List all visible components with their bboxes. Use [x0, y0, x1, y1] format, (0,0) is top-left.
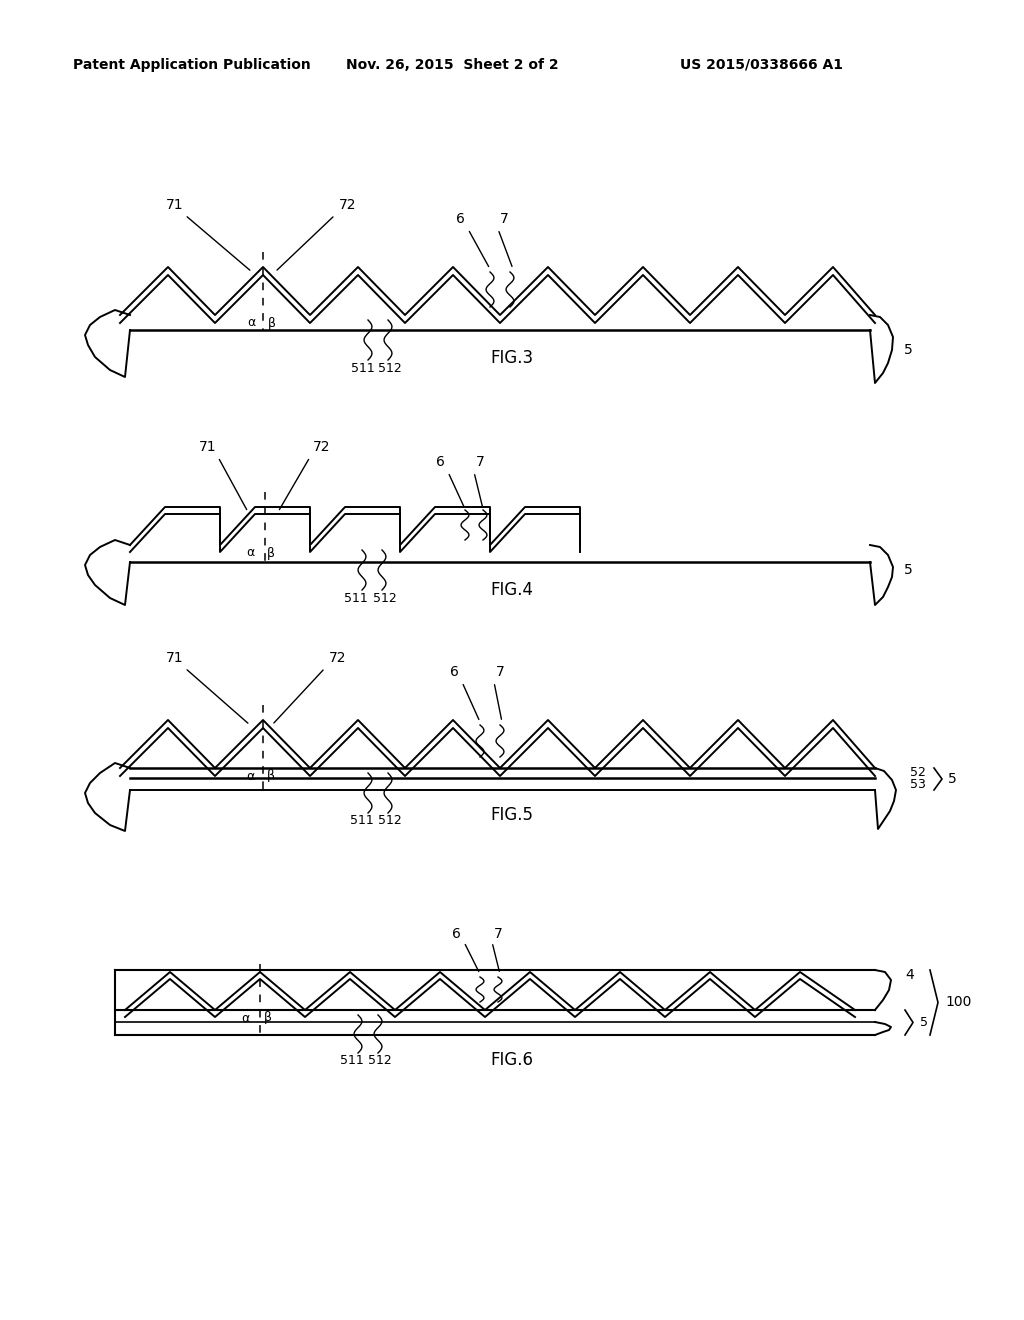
Text: 6: 6	[456, 213, 465, 226]
Text: 53: 53	[910, 777, 926, 791]
Text: α: α	[246, 770, 254, 783]
Text: 71: 71	[166, 651, 184, 665]
Text: 71: 71	[200, 440, 217, 454]
Text: 72: 72	[330, 651, 347, 665]
Text: FIG.5: FIG.5	[490, 807, 534, 824]
Text: β: β	[267, 770, 275, 783]
Text: 512: 512	[378, 814, 401, 828]
Text: FIG.6: FIG.6	[490, 1051, 534, 1069]
Text: 7: 7	[475, 455, 484, 469]
Text: 512: 512	[378, 362, 401, 375]
Text: β: β	[268, 317, 276, 330]
Text: FIG.3: FIG.3	[490, 348, 534, 367]
Text: 5: 5	[903, 564, 912, 577]
Text: Patent Application Publication: Patent Application Publication	[73, 58, 311, 73]
Text: 100: 100	[945, 995, 972, 1010]
Text: 6: 6	[452, 927, 461, 941]
Text: 6: 6	[450, 665, 459, 678]
Text: 72: 72	[313, 440, 331, 454]
Text: 511: 511	[351, 362, 375, 375]
Text: 72: 72	[339, 198, 356, 213]
Text: 71: 71	[166, 198, 184, 213]
Text: β: β	[264, 1011, 272, 1024]
Text: 511: 511	[344, 591, 368, 605]
Text: 511: 511	[350, 814, 374, 828]
Text: α: α	[246, 546, 254, 560]
Text: 6: 6	[435, 455, 444, 469]
Text: FIG.4: FIG.4	[490, 581, 534, 599]
Text: α: α	[241, 1011, 249, 1024]
Text: 512: 512	[368, 1053, 392, 1067]
Text: Nov. 26, 2015  Sheet 2 of 2: Nov. 26, 2015 Sheet 2 of 2	[346, 58, 558, 73]
Text: β: β	[267, 546, 275, 560]
Text: 5: 5	[947, 772, 956, 785]
Text: 7: 7	[494, 927, 503, 941]
Text: 7: 7	[500, 213, 508, 226]
Text: 7: 7	[496, 665, 505, 678]
Text: α: α	[247, 317, 255, 330]
Text: 52: 52	[910, 767, 926, 780]
Text: 5: 5	[903, 343, 912, 356]
Text: US 2015/0338666 A1: US 2015/0338666 A1	[681, 58, 844, 73]
Text: 4: 4	[905, 968, 913, 982]
Text: 511: 511	[340, 1053, 364, 1067]
Text: 5: 5	[920, 1016, 928, 1030]
Text: 512: 512	[373, 591, 397, 605]
